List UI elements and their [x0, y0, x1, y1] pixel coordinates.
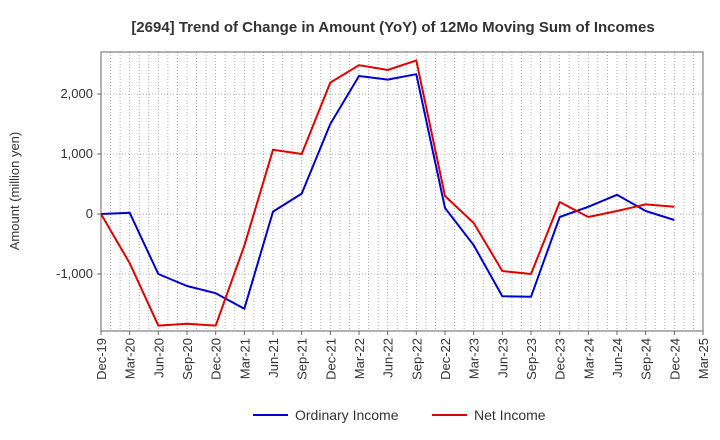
- x-tick-label: Mar-25: [696, 338, 711, 379]
- x-tick-label: Sep-24: [639, 338, 654, 380]
- plot-area: 2,000 1,000 0 -1,000 Dec-19 Mar-20 Jun-20 Sep-2…: [56, 51, 711, 380]
- x-tick-label: Jun-22: [381, 338, 396, 378]
- plot-background: [101, 52, 703, 331]
- x-tick-label: Mar-20: [123, 338, 138, 379]
- chart-title: [2694] Trend of Change in Amount (YoY) o…: [131, 19, 654, 36]
- x-tick-label: Sep-21: [295, 338, 310, 380]
- plot-frame: [100, 51, 704, 332]
- x-tick-label: Mar-22: [352, 338, 367, 379]
- legend-label: Net Income: [474, 407, 546, 423]
- y-tick-label: -1,000: [56, 266, 93, 281]
- x-tick-label: Mar-21: [237, 338, 252, 379]
- x-tick-label: Dec-24: [667, 338, 682, 380]
- y-tick-label: 0: [86, 206, 93, 221]
- y-axis-label: Amount (million yen): [7, 132, 22, 251]
- legend: Ordinary Income Net Income: [253, 407, 546, 423]
- y-tick-label: 1,000: [60, 146, 93, 161]
- x-tick-label: Jun-23: [495, 338, 510, 378]
- x-tick-label: Sep-23: [524, 338, 539, 380]
- x-tick-label: Dec-23: [553, 338, 568, 380]
- series-line-ordinary-income: [100, 73, 675, 310]
- legend-label: Ordinary Income: [295, 407, 399, 423]
- x-tick-label: Jun-20: [151, 338, 166, 378]
- x-tick-label: Dec-19: [94, 338, 109, 380]
- x-tick-label: Sep-20: [180, 338, 195, 380]
- x-tick-label: Jun-24: [610, 338, 625, 378]
- x-tick-label: Jun-21: [266, 338, 281, 378]
- x-tick-label: Dec-22: [438, 338, 453, 380]
- x-tick-label: Dec-20: [209, 338, 224, 380]
- series-line-net-income: [100, 59, 675, 327]
- y-tick-label: 2,000: [60, 86, 93, 101]
- x-tick-label: Sep-22: [409, 338, 424, 380]
- x-tick-label: Dec-21: [323, 338, 338, 380]
- x-tick-label: Mar-24: [581, 338, 596, 379]
- x-tick-label: Mar-23: [467, 338, 482, 379]
